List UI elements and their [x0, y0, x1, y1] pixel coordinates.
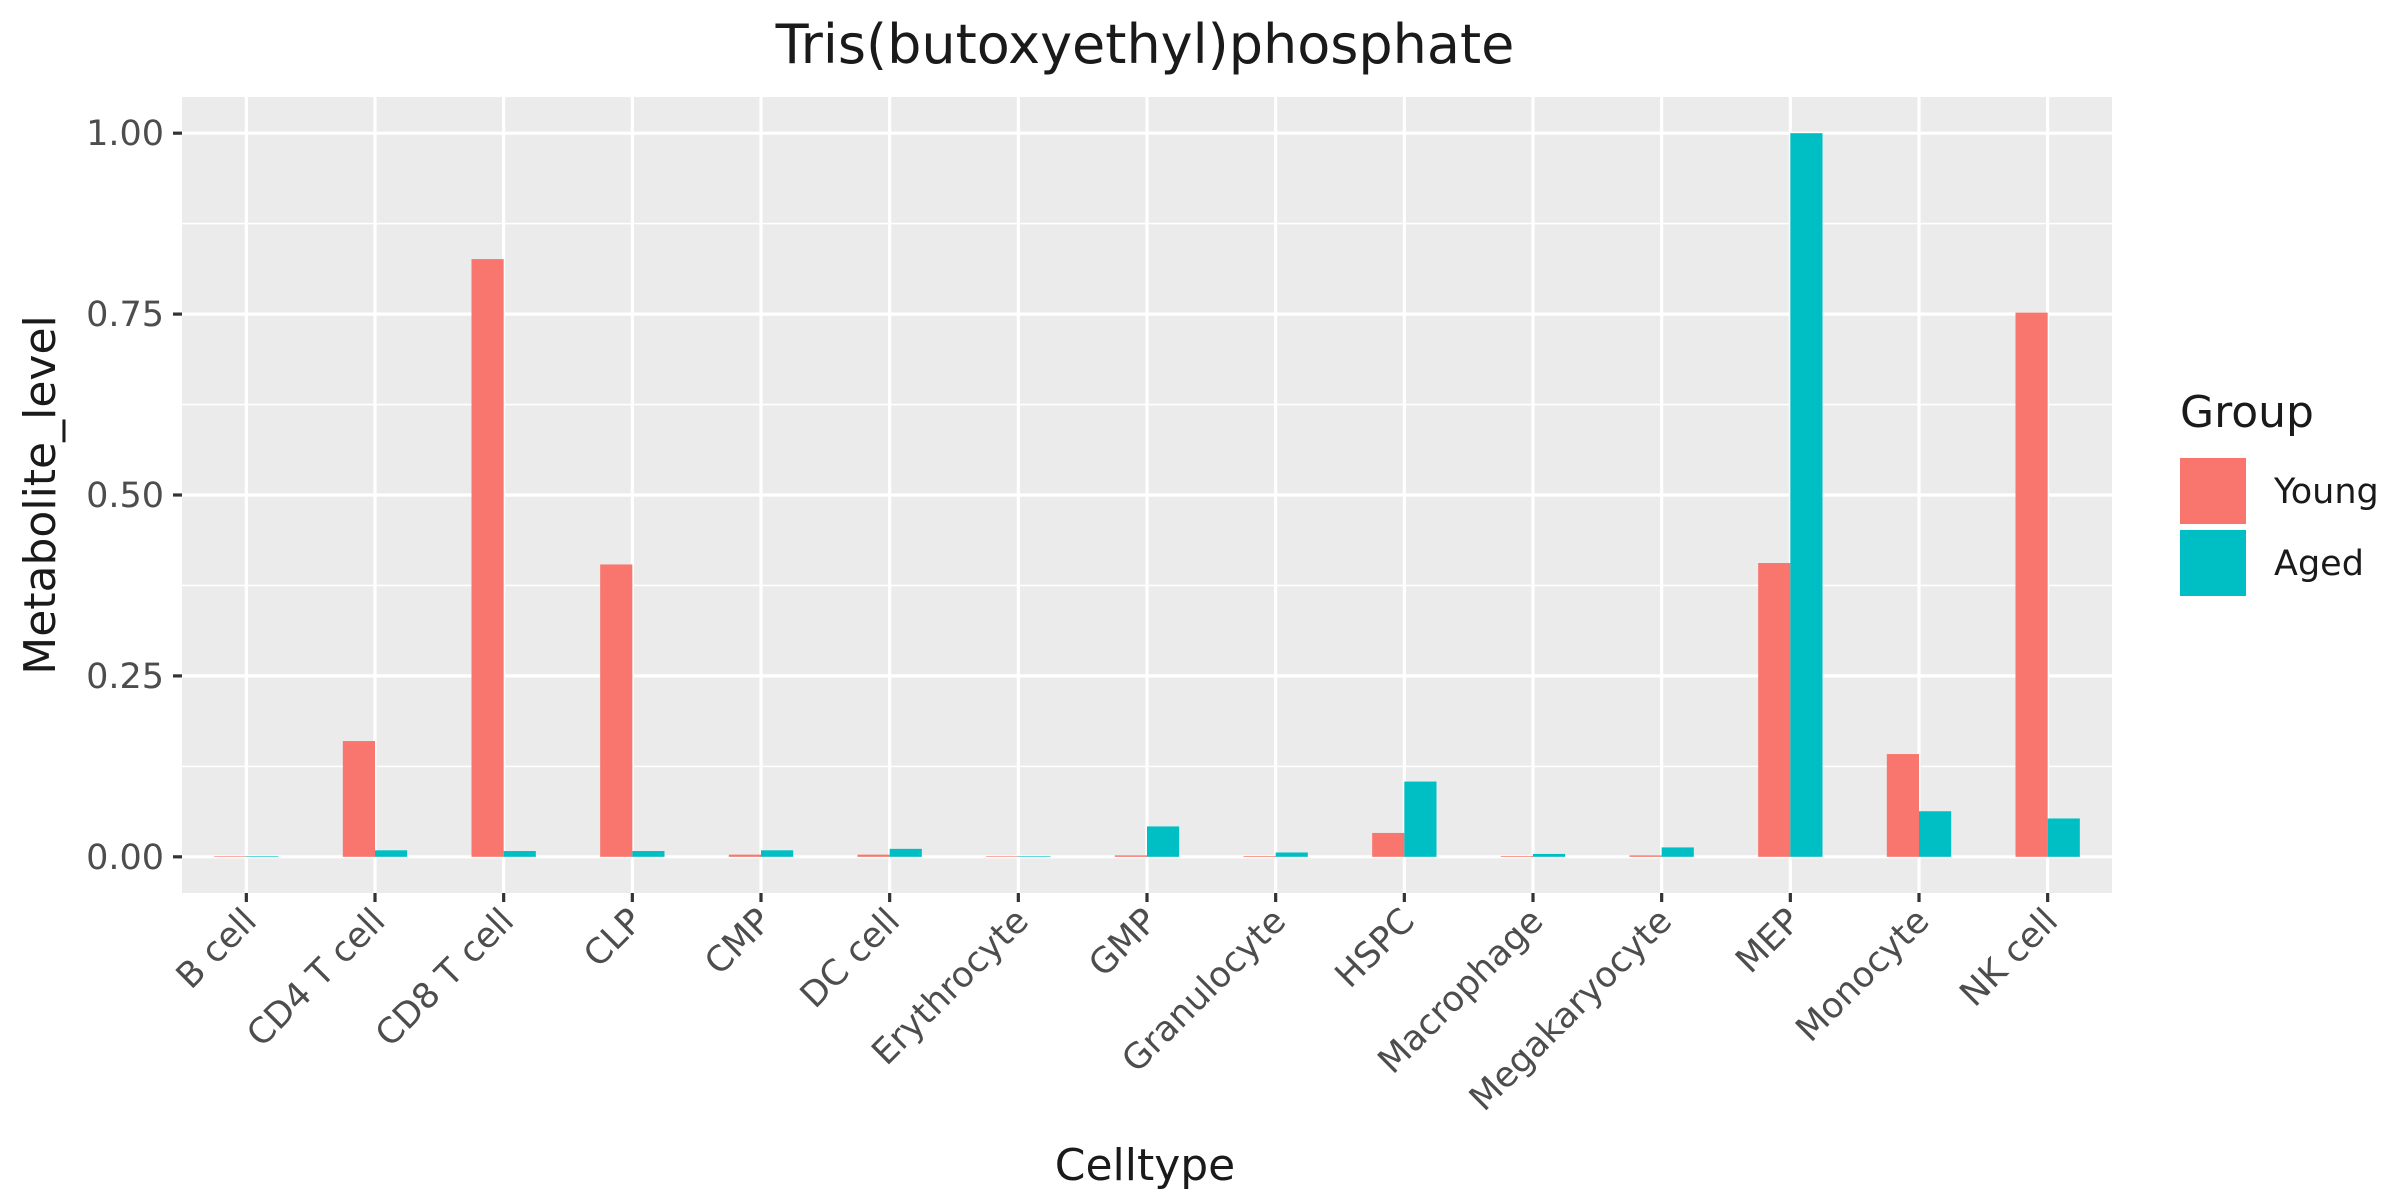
x-axis-title: Celltype [1055, 1140, 1236, 1191]
y-tick-label: 1.00 [86, 114, 164, 154]
legend-label-aged: Aged [2274, 544, 2364, 584]
bar-aged-megakaryocyte [1661, 847, 1694, 857]
x-tick-label: Monocyte [1789, 901, 1938, 1050]
bar-aged-b-cell [246, 856, 279, 857]
chart-title: Tris(butoxyethyl)phosphate [775, 13, 1515, 76]
x-tick-label: CD4 T cell [240, 901, 394, 1055]
bar-young-dc-cell [857, 854, 890, 857]
y-tick-label: 0.50 [86, 476, 164, 516]
x-tick-label: HSPC [1328, 901, 1423, 996]
bar-aged-monocyte [1919, 811, 1952, 857]
bar-aged-dc-cell [889, 848, 922, 857]
y-axis: 0.00 0.25 0.50 0.75 1.00 [86, 114, 182, 878]
legend-title: Group [2180, 387, 2314, 438]
x-tick-label: CD8 T cell [368, 901, 522, 1055]
bars [214, 133, 2080, 857]
bar-young-macrophage [1500, 856, 1533, 857]
y-tick-label: 0.75 [86, 295, 164, 335]
bar-young-clp [600, 564, 633, 857]
bar-young-cmp [728, 854, 761, 857]
x-tick-label: B cell [169, 901, 265, 997]
y-axis-title: Metabolite_level [15, 315, 66, 675]
bar-aged-mep [1790, 133, 1823, 857]
bar-aged-cd4-t-cell [375, 850, 408, 857]
legend-key-young [2180, 458, 2246, 524]
x-tick-label: MEP [1728, 901, 1808, 981]
y-tick-label: 0.00 [86, 838, 164, 878]
bar-young-monocyte [1886, 754, 1919, 857]
bar-young-megakaryocyte [1629, 855, 1662, 857]
bar-aged-cd8-t-cell [503, 851, 536, 857]
bar-young-granulocyte [1243, 856, 1276, 857]
bar-aged-clp [632, 851, 665, 857]
legend-key-aged [2180, 530, 2246, 596]
bar-young-b-cell [214, 856, 247, 857]
bar-young-erythrocyte [986, 856, 1019, 857]
legend-label-young: Young [2273, 472, 2379, 512]
x-tick-label: DC cell [793, 901, 908, 1016]
y-tick-label: 0.25 [86, 657, 164, 697]
bar-aged-erythrocyte [1018, 856, 1051, 857]
bar-young-nk-cell [2015, 312, 2048, 857]
bar-young-cd8-t-cell [471, 259, 504, 857]
legend: Group Young Aged [2180, 387, 2379, 596]
bar-young-mep [1758, 563, 1791, 857]
x-tick-label: GMP [1082, 901, 1166, 985]
bar-young-gmp [1114, 855, 1147, 857]
bar-aged-macrophage [1533, 853, 1566, 857]
bar-aged-gmp [1147, 826, 1180, 857]
x-tick-label: NK cell [1953, 901, 2066, 1014]
bar-young-hspc [1372, 832, 1405, 857]
bar-aged-cmp [761, 850, 794, 857]
x-tick-label: CLP [576, 901, 650, 975]
bar-young-cd4-t-cell [342, 741, 375, 857]
bar-aged-granulocyte [1275, 852, 1308, 857]
x-tick-label: CMP [698, 901, 780, 983]
bar-aged-hspc [1404, 781, 1437, 857]
bar-aged-nk-cell [2047, 818, 2080, 857]
